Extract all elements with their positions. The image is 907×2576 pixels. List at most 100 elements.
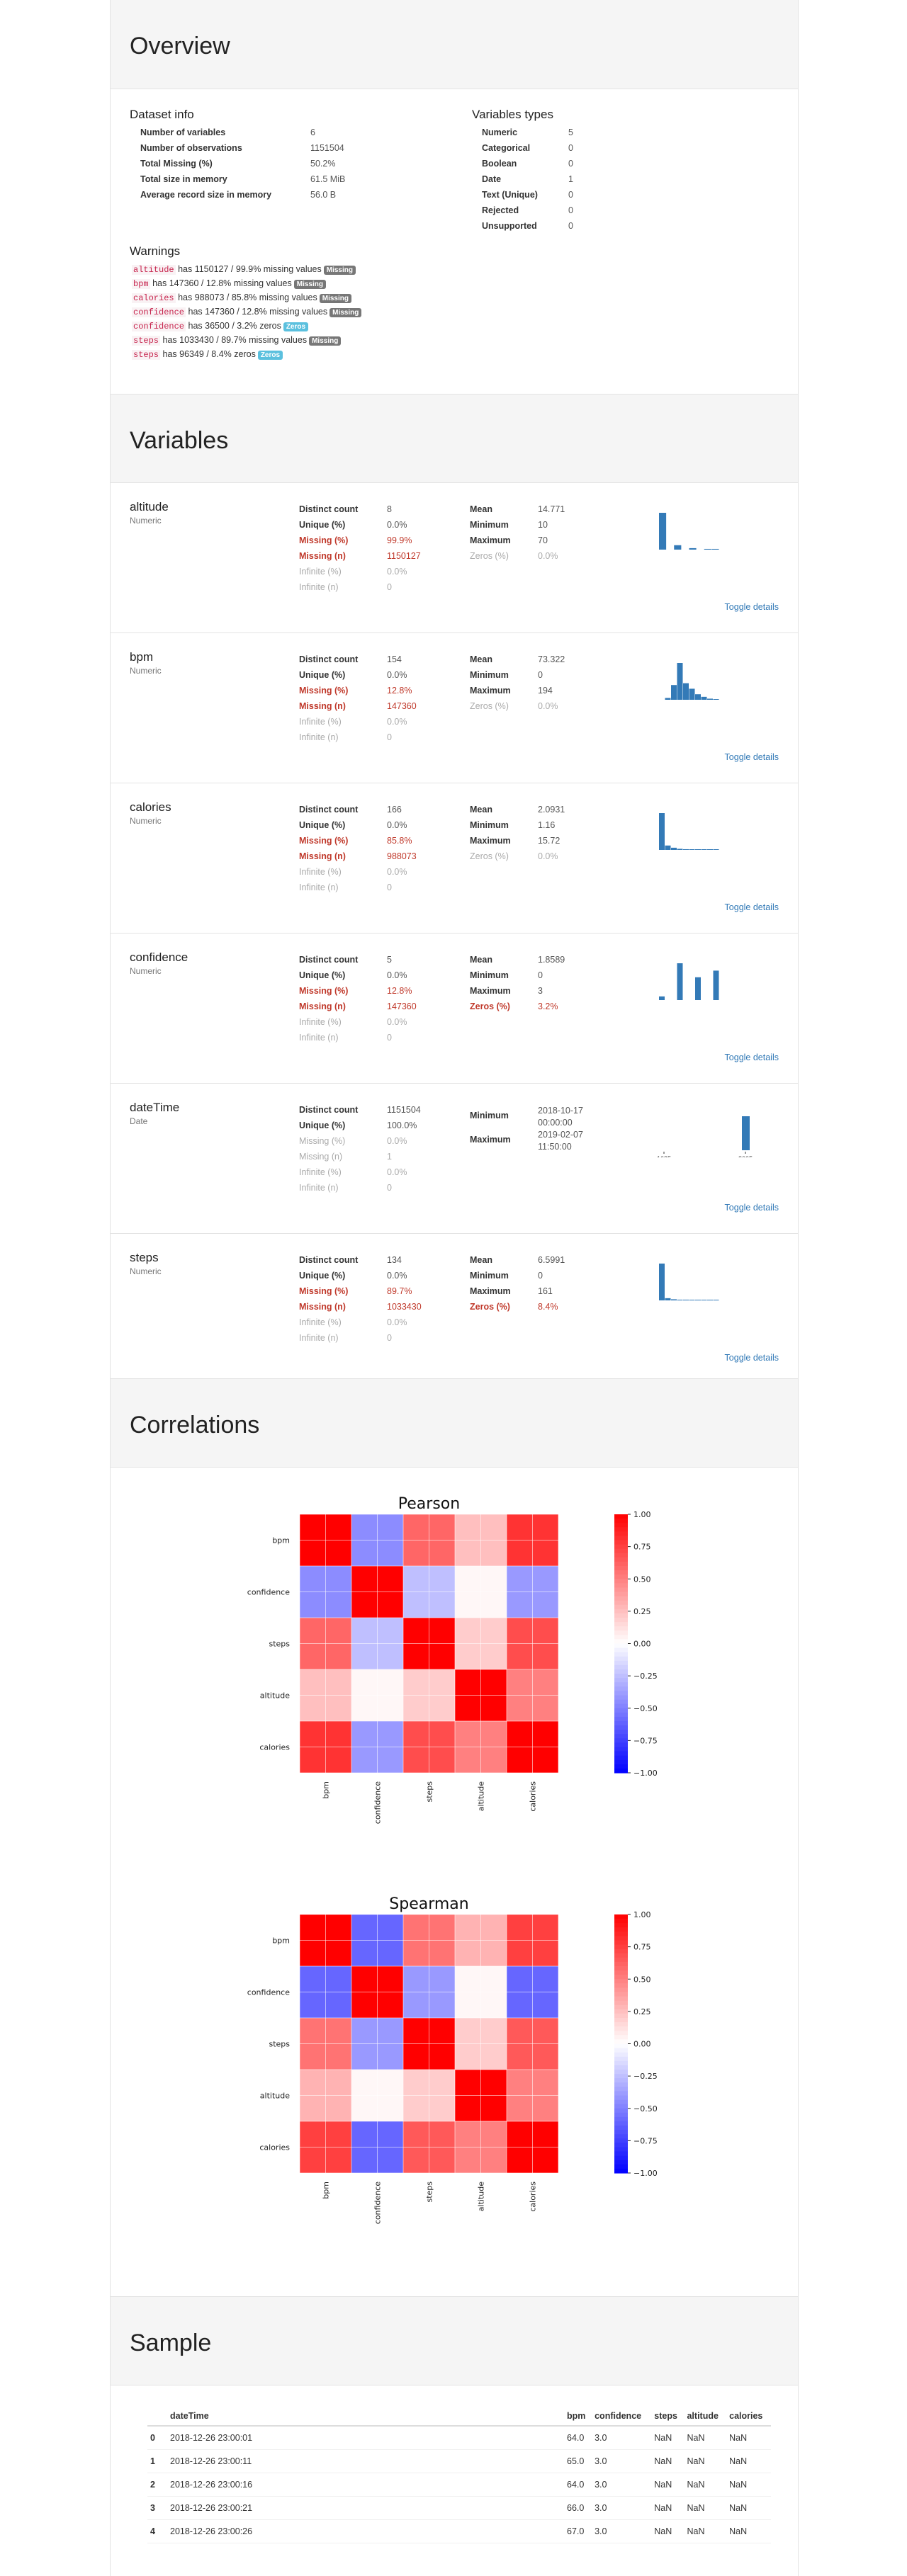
colorbar-segment	[614, 2116, 628, 2122]
colorbar-segment	[614, 1527, 628, 1532]
stat-value: 99.9%	[387, 535, 412, 545]
sample-row-index: 2	[147, 2473, 167, 2497]
histogram-bar	[665, 698, 671, 700]
stat-row: Minimum 10	[470, 520, 565, 535]
colorbar-segment	[614, 1923, 628, 1928]
colorbar-segment	[614, 1523, 628, 1528]
warning-text: has 147360 / 12.8% missing values	[150, 278, 292, 288]
heatmap-title: Pearson	[398, 1495, 460, 1513]
colorbar-segment	[614, 1966, 628, 1971]
stat-value: 988073	[387, 851, 417, 861]
variable-histogram	[659, 1264, 719, 1300]
toggle-details-link[interactable]: Toggle details	[724, 1052, 779, 1062]
stat-label: Missing (n)	[299, 701, 346, 711]
sample-row-index: 0	[147, 2426, 167, 2450]
stat-row: Unique (%) 0.0%	[299, 520, 421, 535]
dataset-info-label: Number of observations	[140, 143, 242, 153]
warning-variable[interactable]: altitude	[132, 265, 176, 275]
sample-cell: 3.0	[592, 2496, 652, 2520]
histogram-bar	[742, 1116, 750, 1150]
stat-row: Infinite (%) 0.0%	[299, 567, 421, 582]
variable-stats-right: Mean 14.771 Minimum 10 Maximum 70 Zeros (%) 0.0…	[470, 504, 565, 567]
warning-variable[interactable]: calories	[132, 293, 176, 303]
toggle-details-link[interactable]: Toggle details	[724, 1353, 779, 1363]
colorbar-segment	[614, 2031, 628, 2036]
variable-type-row: Text (Unique) 0	[482, 190, 573, 205]
stat-row: Infinite (n) 0	[299, 1033, 417, 1048]
toggle-details-link[interactable]: Toggle details	[724, 602, 779, 612]
stat-value: 0.0%	[538, 551, 558, 561]
stat-label: Mean	[470, 654, 492, 664]
warning-item: confidence has 147360 / 12.8% missing va…	[132, 307, 362, 321]
colorbar-segment	[614, 1759, 628, 1765]
colorbar-segment	[614, 2009, 628, 2014]
variable-type: Numeric	[130, 816, 162, 826]
stat-value: 0	[387, 883, 392, 892]
colorbar-segment	[614, 1519, 628, 1524]
warning-variable[interactable]: steps	[132, 336, 161, 346]
dataset-info-row: Average record size in memory 56.0 B	[140, 190, 345, 205]
variable-name: confidence	[130, 951, 188, 964]
stat-label: Distinct count	[299, 654, 359, 664]
warning-variable[interactable]: confidence	[132, 307, 186, 317]
variable-histogram: 1685 2005	[657, 1116, 753, 1157]
sample-cell: NaN	[726, 2519, 771, 2543]
histogram-bar	[713, 970, 719, 1000]
colorbar-segment	[614, 1940, 628, 1946]
variables-header: Variables	[111, 394, 798, 483]
stat-value: 0.0%	[387, 970, 407, 980]
sample-cell: NaN	[651, 2449, 685, 2473]
warning-text: has 36500 / 3.2% zeros	[186, 321, 281, 331]
dataset-info-label: Total size in memory	[140, 174, 227, 184]
warning-variable[interactable]: bpm	[132, 279, 150, 289]
stat-label: Missing (n)	[299, 851, 346, 861]
warning-item: calories has 988073 / 85.8% missing valu…	[132, 293, 361, 307]
heatmap-row-label: calories	[259, 1743, 290, 1752]
sample-cell: NaN	[651, 2496, 685, 2520]
variable-histogram	[659, 963, 719, 1000]
variable-dateTime: dateTime Date Distinct count 1151504 Unique …	[111, 1084, 798, 1234]
histogram-bar	[689, 688, 695, 700]
histogram-bar	[695, 977, 701, 1000]
toggle-details-link[interactable]: Toggle details	[724, 902, 779, 912]
toggle-details-link[interactable]: Toggle details	[724, 752, 779, 762]
variable-stats-right: Mean 1.8589 Minimum 0 Maximum 3 Zeros (%) 3.2%	[470, 955, 565, 1017]
toggle-details-link[interactable]: Toggle details	[724, 1203, 779, 1213]
colorbar-segment	[614, 1557, 628, 1562]
dataset-info-value: 6	[310, 127, 315, 137]
colorbar-tick-label: −0.25	[633, 2072, 658, 2081]
variable-type-label: Rejected	[482, 205, 519, 215]
warning-variable[interactable]: confidence	[132, 322, 186, 331]
stat-label: Mean	[470, 805, 492, 815]
histogram-bar	[665, 845, 671, 850]
heatmap-row-label: confidence	[247, 1988, 290, 1997]
variable-stats-right: Mean 73.322 Minimum 0 Maximum 194 Zeros (%) 0.0…	[470, 654, 565, 717]
stat-value: 0.0%	[387, 1317, 407, 1327]
histogram-bar	[671, 847, 677, 850]
stat-row: Maximum 2019-02-07 11:50:00	[470, 1129, 602, 1153]
stat-row: Mean 73.322	[470, 654, 565, 670]
colorbar-segment	[614, 2126, 628, 2130]
stat-value: 89.7%	[387, 1286, 412, 1296]
colorbar-segment	[614, 1734, 628, 1739]
heatmap-col-label: calories	[529, 1781, 538, 1812]
colorbar-tick-label: 0.75	[633, 1943, 651, 1952]
variable-type-label: Text (Unique)	[482, 190, 538, 200]
colorbar-segment	[614, 2147, 628, 2152]
histogram-bar	[674, 545, 682, 550]
stat-value: 0.0%	[387, 1271, 407, 1281]
sample-row-index: 3	[147, 2496, 167, 2520]
stat-value: 100.0%	[387, 1120, 417, 1130]
stat-value: 0	[387, 1033, 392, 1043]
variable-types-table: Numeric 5 Categorical 0 Boolean 0 Date 1 Text (U…	[482, 127, 573, 237]
dataset-info-value: 56.0 B	[310, 190, 337, 200]
heatmap-row-label: altitude	[260, 1691, 290, 1701]
dataset-info-heading: Dataset info	[130, 108, 194, 121]
stat-label: Minimum	[470, 1111, 509, 1120]
report-container: Overview Dataset info Number of variable…	[110, 0, 799, 2576]
warning-text: has 147360 / 12.8% missing values	[186, 307, 328, 317]
warning-variable[interactable]: steps	[132, 350, 161, 360]
histogram-bar	[665, 1298, 671, 1300]
colorbar-segment	[614, 1664, 628, 1670]
stat-value: 0	[538, 1271, 543, 1281]
